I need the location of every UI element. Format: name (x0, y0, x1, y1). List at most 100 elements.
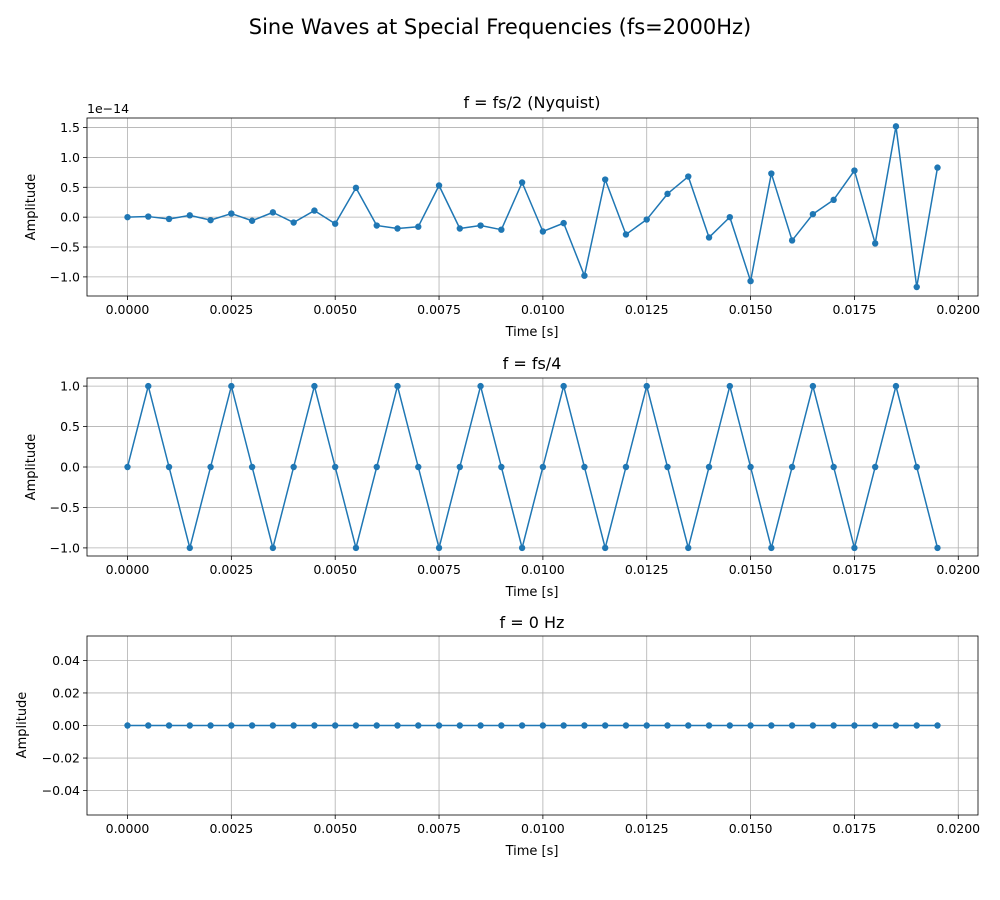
data-point (415, 223, 422, 230)
y-axis-label: Amplitude (24, 174, 39, 241)
data-point (269, 722, 277, 729)
x-tick-label: 0.0025 (209, 302, 253, 317)
data-point (788, 463, 796, 471)
data-point (165, 463, 173, 471)
data-point (498, 722, 505, 729)
data-point (477, 722, 484, 729)
series-line (126, 385, 939, 549)
data-point (456, 463, 464, 471)
y-scale-offset-label: 1e−14 (87, 101, 129, 116)
x-tick-label: 0.0100 (521, 821, 565, 836)
data-point (934, 722, 941, 729)
data-point (622, 231, 630, 238)
y-tick-label: 1.5 (60, 120, 80, 135)
data-point (664, 190, 671, 198)
y-axis-label: Amplitude (15, 692, 30, 759)
data-point (518, 179, 526, 186)
data-point (456, 722, 464, 729)
data-point (560, 722, 567, 729)
x-tick-label: 0.0200 (936, 302, 980, 317)
data-point (207, 722, 214, 729)
data-point (539, 228, 547, 235)
data-point (435, 182, 443, 189)
data-point (560, 219, 567, 227)
x-tick-label: 0.0100 (521, 562, 565, 577)
data-point (498, 463, 505, 471)
x-tick-label: 0.0175 (833, 821, 877, 836)
data-point (871, 722, 879, 729)
data-point (186, 722, 194, 729)
x-tick-label: 0.0075 (417, 821, 461, 836)
data-point (435, 544, 443, 552)
x-tick-label: 0.0000 (106, 562, 150, 577)
data-point (851, 167, 858, 174)
x-tick-label: 0.0125 (625, 821, 669, 836)
data-point (186, 544, 194, 552)
x-tick-label: 0.0025 (209, 821, 253, 836)
y-tick-label: −1.0 (50, 269, 80, 284)
data-point (124, 722, 131, 729)
subplot-quarter-fs: f = fs/4 Time [s] Amplitude 0.0000 0.0025… (24, 354, 980, 600)
data-point (726, 213, 734, 221)
data-point (248, 463, 256, 471)
data-point (913, 463, 920, 471)
data-point (228, 382, 235, 390)
x-tick-label: 0.0050 (313, 562, 357, 577)
data-point (124, 213, 131, 221)
y-tick-label: −0.5 (50, 500, 80, 515)
data-point (352, 722, 360, 729)
data-point (498, 226, 505, 233)
data-point (290, 463, 297, 471)
data-point (871, 240, 879, 247)
subplot-zero-hz: f = 0 Hz Time [s] Amplitude 0.0000 0.0025… (15, 613, 980, 859)
y-tick-label: 0.0 (60, 460, 80, 475)
y-tick-label: −0.04 (42, 783, 80, 798)
y-tick-label: −0.5 (50, 240, 80, 255)
series-line (127, 125, 939, 288)
data-point (311, 722, 318, 729)
data-point (207, 463, 214, 471)
subplot-title: f = 0 Hz (500, 613, 565, 632)
data-point (331, 463, 339, 471)
data-point (892, 382, 900, 390)
data-point (913, 283, 920, 291)
figure-suptitle: Sine Waves at Special Frequencies (fs=20… (249, 15, 751, 39)
data-point (892, 123, 900, 130)
data-point (248, 217, 256, 224)
x-tick-label: 0.0150 (729, 821, 773, 836)
data-point (207, 216, 214, 224)
x-tick-label: 0.0000 (106, 302, 150, 317)
data-point (352, 544, 360, 552)
data-point (622, 463, 630, 471)
data-point (685, 544, 692, 552)
y-tick-label: 0.02 (52, 685, 80, 700)
y-tick-label: −0.02 (42, 751, 80, 766)
x-tick-label: 0.0025 (209, 562, 253, 577)
data-point (248, 722, 256, 729)
data-point (373, 463, 380, 471)
y-axis-label: Amplitude (24, 434, 39, 501)
x-tick-label: 0.0050 (313, 302, 357, 317)
data-point (788, 237, 796, 244)
data-point (290, 722, 297, 729)
y-tick-label: 0.5 (60, 180, 80, 195)
data-point (518, 722, 526, 729)
data-point (664, 463, 671, 471)
data-point (581, 272, 588, 279)
x-tick-label: 0.0150 (729, 302, 773, 317)
data-point (747, 722, 754, 729)
data-point (477, 222, 484, 229)
data-point (851, 544, 858, 552)
y-tick-label: −1.0 (50, 540, 80, 555)
data-point (581, 722, 588, 729)
data-point (331, 722, 339, 729)
x-tick-label: 0.0125 (625, 562, 669, 577)
data-point (290, 219, 297, 226)
data-point (643, 216, 650, 223)
data-point (331, 220, 339, 227)
y-tick-label: 1.0 (60, 150, 80, 165)
x-tick-label: 0.0200 (936, 821, 980, 836)
x-tick-label: 0.0075 (417, 302, 461, 317)
data-point (871, 463, 879, 471)
data-point (685, 722, 692, 729)
